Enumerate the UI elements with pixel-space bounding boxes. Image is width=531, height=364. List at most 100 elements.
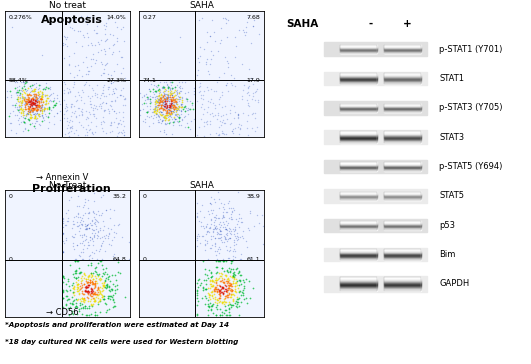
Point (105, 45, 113, 51)
Point (66, 70, 74, 75)
Point (166, 105, 174, 111)
Text: *Apoptosis and proliferation were estimated at Day 14: *Apoptosis and proliferation were estima… (5, 322, 229, 328)
Point (192, 302, 201, 308)
Point (26, 89, 35, 95)
Point (218, 128, 226, 134)
Point (211, 37, 219, 43)
Point (74, 214, 82, 219)
Point (160, 101, 169, 107)
Point (215, 250, 223, 256)
Point (117, 54, 126, 60)
Point (227, 291, 236, 297)
Point (32, 111, 41, 117)
Point (94, 229, 102, 235)
Title: SAHA: SAHA (189, 181, 214, 190)
Point (73, 89, 82, 95)
Point (30, 106, 38, 111)
Bar (340, 81, 376, 82)
Point (205, 300, 214, 306)
Point (101, 301, 110, 307)
Point (203, 68, 212, 74)
Point (27, 115, 35, 121)
Point (100, 223, 108, 229)
Point (236, 215, 245, 221)
Point (28, 102, 37, 107)
Point (221, 236, 229, 242)
Point (227, 72, 235, 78)
Point (32, 98, 40, 103)
Point (27, 114, 35, 120)
Point (168, 92, 176, 98)
Point (227, 302, 236, 308)
Point (92, 232, 101, 237)
Point (109, 119, 118, 125)
Point (149, 94, 157, 99)
Point (38, 106, 46, 112)
Point (73, 97, 81, 103)
Point (100, 277, 109, 282)
Point (99, 293, 107, 298)
Point (64, 218, 72, 223)
Point (178, 103, 187, 109)
Point (70, 246, 79, 252)
Point (50, 121, 58, 127)
Point (234, 277, 243, 283)
Bar (384, 255, 421, 256)
Point (92, 217, 100, 223)
Point (110, 283, 119, 289)
Point (82, 288, 91, 294)
Point (225, 255, 234, 261)
Point (30, 86, 38, 91)
Point (164, 92, 173, 98)
Point (212, 252, 221, 258)
Point (166, 108, 175, 114)
Point (107, 286, 116, 292)
Point (88, 86, 96, 91)
Point (18, 99, 26, 104)
Point (88, 273, 96, 279)
Point (65, 304, 74, 310)
Point (224, 236, 233, 242)
Point (108, 106, 116, 112)
Point (223, 230, 232, 236)
Point (159, 99, 167, 105)
Point (153, 102, 162, 108)
Point (49, 97, 58, 103)
Bar (384, 278, 421, 279)
Point (72, 303, 80, 309)
Point (213, 289, 221, 294)
Point (221, 103, 229, 109)
Point (73, 281, 82, 286)
Point (36, 82, 45, 88)
Point (25, 121, 34, 127)
Point (91, 57, 100, 63)
Point (162, 92, 171, 98)
Point (228, 274, 237, 280)
Point (158, 89, 167, 95)
Point (36, 114, 45, 119)
Point (218, 284, 226, 290)
Point (16, 112, 25, 118)
Point (217, 265, 226, 271)
Point (212, 277, 220, 283)
Point (166, 79, 175, 84)
Point (33, 118, 41, 123)
Point (229, 296, 238, 302)
Bar (384, 76, 421, 77)
Point (219, 204, 227, 210)
Point (230, 284, 239, 289)
Point (17, 102, 25, 108)
Point (239, 279, 248, 285)
Point (159, 115, 168, 120)
Point (238, 110, 247, 116)
Point (25, 94, 33, 99)
Point (195, 88, 204, 94)
Point (162, 101, 170, 107)
Point (74, 105, 83, 111)
Bar (340, 280, 376, 281)
Point (150, 82, 158, 88)
Point (218, 104, 226, 110)
Point (157, 109, 166, 115)
Point (95, 258, 104, 264)
Point (170, 94, 178, 99)
